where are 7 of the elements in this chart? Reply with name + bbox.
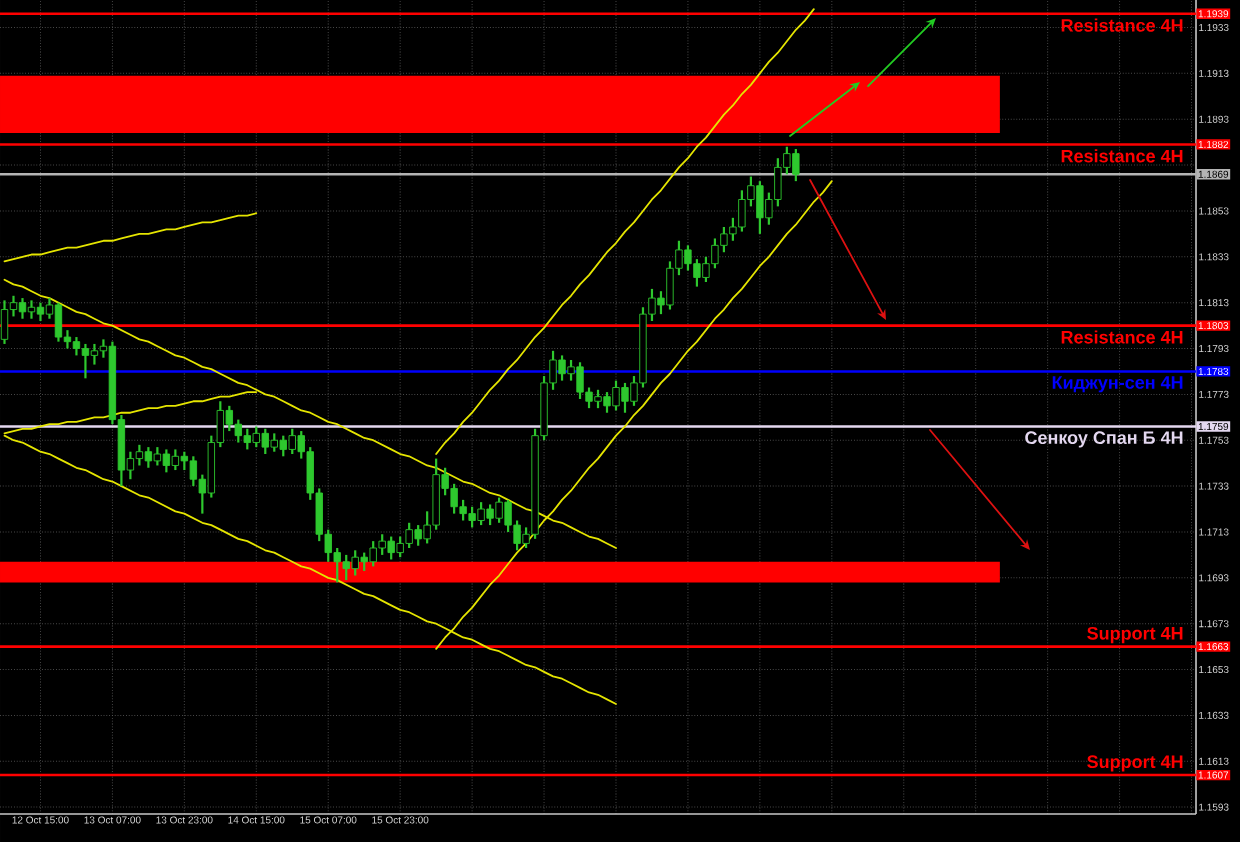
ref-line-label: Киджун-сен 4H xyxy=(1052,376,1183,393)
ref-line-label: Support 4H xyxy=(1087,755,1183,772)
ref-line-label: Resistance 4H xyxy=(1061,149,1183,163)
ref-line-label: Сенкоу Спан Б 4H xyxy=(1025,431,1183,448)
ref-line-label: Resistance 4H xyxy=(1061,18,1183,32)
ref-line-label: Support 4H xyxy=(1087,626,1183,644)
ref-line-label: Resistance 4H xyxy=(1061,330,1183,344)
